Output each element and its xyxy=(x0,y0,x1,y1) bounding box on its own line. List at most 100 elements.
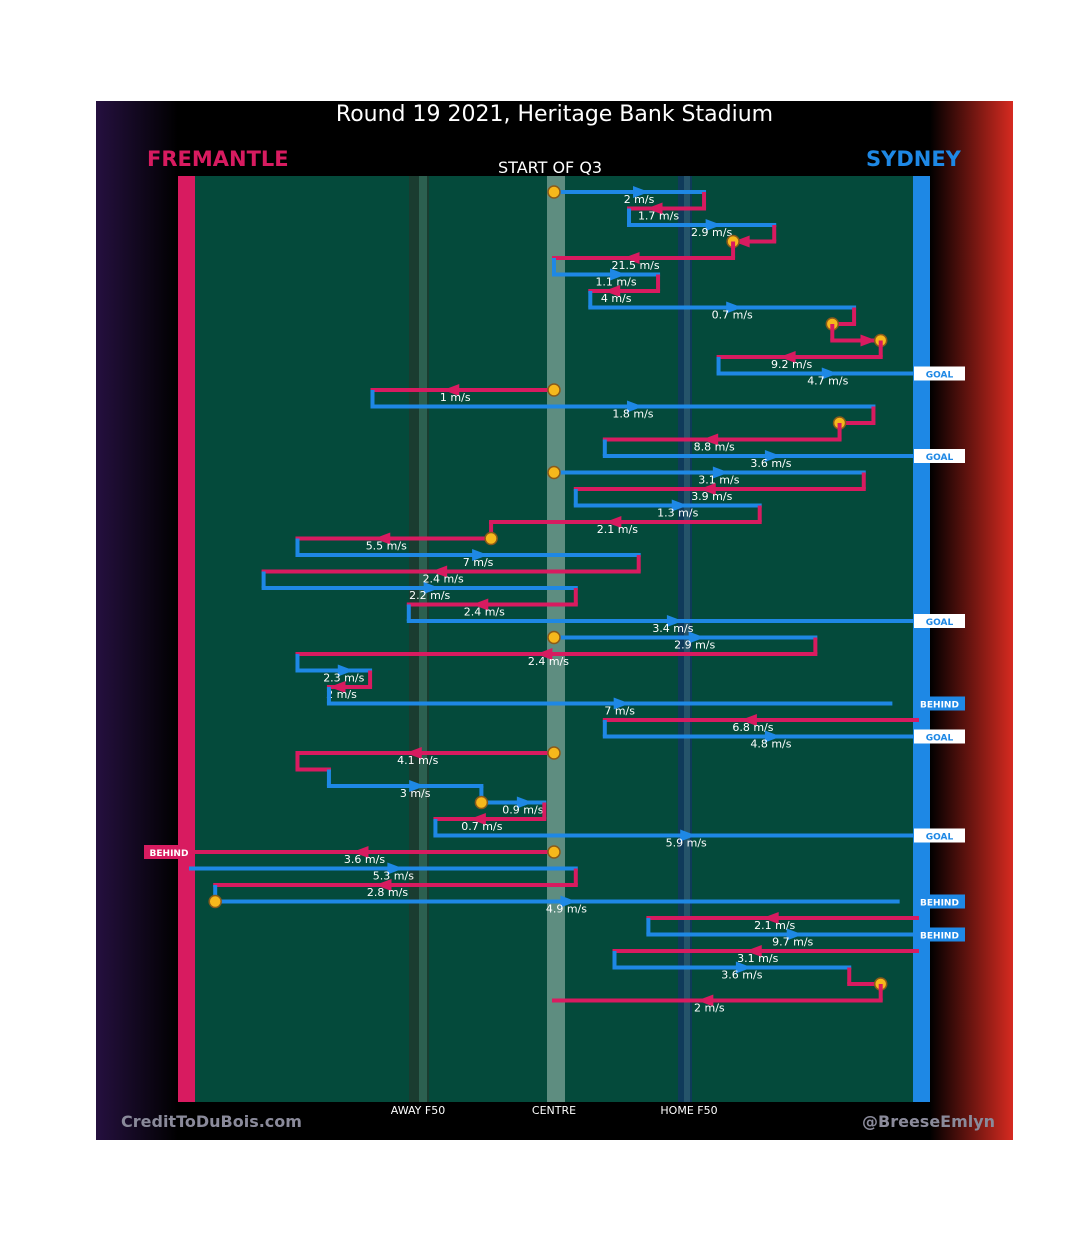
speed-label: 9.2 m/s xyxy=(771,358,812,371)
direction-arrow xyxy=(688,631,705,644)
speed-label: 5.5 m/s xyxy=(366,540,407,553)
speed-label: 2.1 m/s xyxy=(597,523,638,536)
home-goal-line xyxy=(178,176,195,1102)
speed-label: 5.9 m/s xyxy=(666,837,707,850)
away-f50-line xyxy=(419,176,427,1102)
away-goal-line xyxy=(913,176,930,1102)
direction-arrow xyxy=(764,450,781,462)
direction-arrow xyxy=(352,846,369,858)
direction-arrow xyxy=(409,780,426,792)
possession-marker xyxy=(474,795,489,810)
direction-arrow xyxy=(779,351,796,363)
speed-label: 4.9 m/s xyxy=(546,903,587,916)
direction-arrow xyxy=(536,648,553,660)
direction-arrow xyxy=(786,928,803,941)
outcome-label: GOAL xyxy=(926,371,954,381)
direction-arrow xyxy=(423,582,440,594)
direction-arrow xyxy=(821,367,838,380)
direction-arrow xyxy=(604,285,621,297)
speed-label: 2 m/s xyxy=(326,688,357,701)
speed-label: 3.4 m/s xyxy=(652,622,693,635)
speed-label: 2.1 m/s xyxy=(754,919,795,932)
direction-arrow xyxy=(472,598,489,611)
direction-arrow xyxy=(705,219,722,231)
speed-label: 1.1 m/s xyxy=(595,276,636,289)
outcome-label: GOAL xyxy=(926,833,954,843)
direction-arrow xyxy=(764,730,781,743)
speed-label: 2.3 m/s xyxy=(323,672,364,685)
outcome-box xyxy=(914,696,965,711)
direction-arrow xyxy=(733,235,750,248)
speed-label: 4.1 m/s xyxy=(397,754,438,767)
direction-arrow xyxy=(633,186,650,198)
possession-marker xyxy=(547,630,561,645)
speed-label: 0.7 m/s xyxy=(461,820,502,833)
x-tick-centre: CENTRE xyxy=(531,1104,577,1117)
direction-arrow xyxy=(387,862,404,875)
speed-label: 2 m/s xyxy=(694,1002,725,1015)
speed-label: 0.7 m/s xyxy=(712,309,753,322)
home-team-label: FREMANTLE xyxy=(147,147,289,171)
speed-label: 2.4 m/s xyxy=(423,573,464,586)
speed-label: 3.9 m/s xyxy=(691,490,732,503)
speed-label: 3 m/s xyxy=(400,787,431,800)
outcome-box xyxy=(144,845,194,859)
speed-label: 4.8 m/s xyxy=(750,738,791,751)
quarter-label: START OF Q3 xyxy=(498,158,603,177)
speed-label: 2.9 m/s xyxy=(691,226,732,239)
left-gradient xyxy=(96,101,178,1140)
outcome-label: BEHIND xyxy=(150,849,189,859)
outcome-label: GOAL xyxy=(926,453,954,463)
speed-label: 4.7 m/s xyxy=(807,375,848,388)
outcome-label: GOAL xyxy=(926,734,954,744)
speed-label: 0.9 m/s xyxy=(502,804,543,817)
speed-label: 2.9 m/s xyxy=(674,639,715,652)
direction-arrow xyxy=(472,549,489,561)
direction-arrow xyxy=(726,301,743,314)
speed-label: 3.6 m/s xyxy=(721,969,762,982)
direction-arrow xyxy=(610,268,627,281)
outcome-box xyxy=(914,729,965,744)
away-team-label: SYDNEY xyxy=(866,147,961,171)
direction-arrow xyxy=(405,747,422,759)
direction-arrow xyxy=(697,994,714,1007)
outcome-box xyxy=(914,927,965,942)
direction-arrow xyxy=(623,252,640,264)
speed-label: 4 m/s xyxy=(601,292,632,305)
outcome-box xyxy=(914,614,965,628)
speed-label: 1.8 m/s xyxy=(612,408,653,421)
speed-label: 7 m/s xyxy=(463,556,494,569)
speed-label: 5.3 m/s xyxy=(373,870,414,883)
outcome-box xyxy=(914,449,965,463)
speed-label: 1 m/s xyxy=(440,391,471,404)
direction-arrow xyxy=(560,895,577,908)
direction-arrow xyxy=(626,400,643,413)
outcome-box xyxy=(914,366,965,381)
possession-marker xyxy=(208,894,222,909)
chart-title: Round 19 2021, Heritage Bank Stadium xyxy=(335,102,774,127)
direction-arrow xyxy=(374,532,391,545)
direction-arrow xyxy=(431,565,448,578)
possession-marker xyxy=(547,845,561,859)
outcome-box xyxy=(914,894,965,909)
direction-arrow xyxy=(443,384,460,396)
outcome-label: BEHIND xyxy=(920,899,959,909)
direction-arrow xyxy=(702,433,719,446)
direction-arrow xyxy=(740,714,757,726)
speed-label: 3.1 m/s xyxy=(698,474,739,487)
direction-arrow xyxy=(337,664,354,677)
speed-label: 3.6 m/s xyxy=(750,457,791,470)
direction-arrow xyxy=(680,829,697,842)
x-tick-home-f50: HOME F50 xyxy=(660,1104,718,1117)
possession-marker xyxy=(547,383,561,397)
outcome-label: GOAL xyxy=(926,618,954,628)
possession-marker xyxy=(547,465,561,480)
possession-marker xyxy=(547,746,561,760)
speed-label: 2.4 m/s xyxy=(464,606,505,619)
speed-label: 3.1 m/s xyxy=(737,952,778,965)
credit-left: CreditToDuBois.com xyxy=(121,1112,302,1131)
direction-arrow xyxy=(469,813,486,825)
direction-arrow xyxy=(329,681,346,693)
speed-label: 1.7 m/s xyxy=(638,210,679,223)
